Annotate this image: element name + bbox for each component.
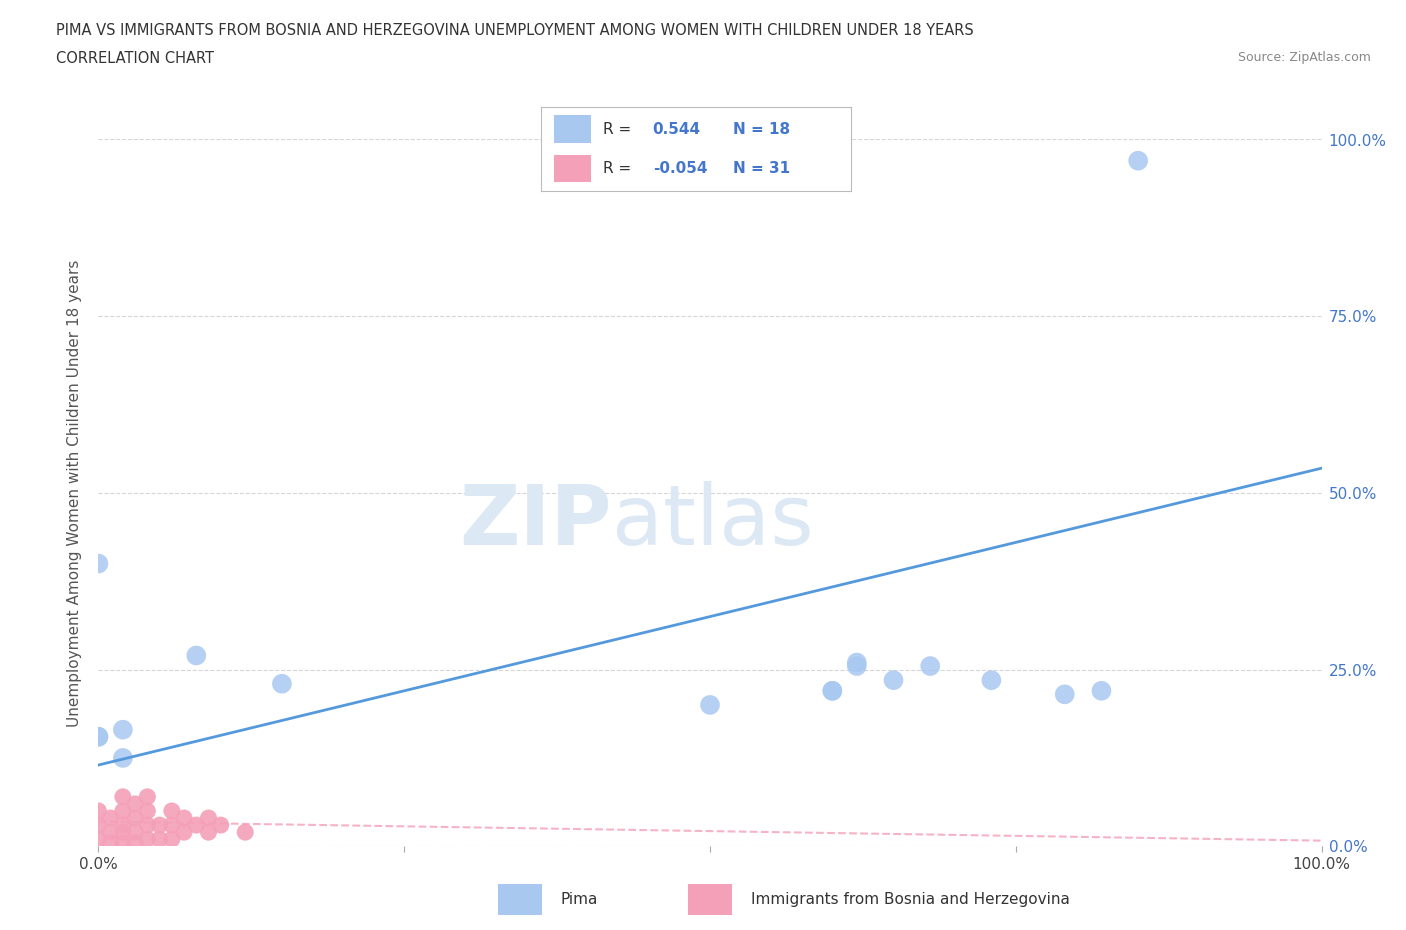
Point: [173, 825, 195, 840]
Point: [149, 831, 172, 846]
Point: [821, 684, 844, 698]
Point: [1090, 684, 1112, 698]
Point: [100, 825, 122, 840]
Text: CORRELATION CHART: CORRELATION CHART: [56, 51, 214, 66]
Point: [87, 817, 110, 832]
Point: [845, 658, 868, 673]
Point: [233, 825, 256, 840]
Point: [209, 817, 232, 832]
Point: [111, 804, 134, 818]
Point: [980, 672, 1002, 687]
Bar: [554, 154, 591, 182]
Point: [87, 804, 110, 818]
Point: [136, 817, 159, 832]
Y-axis label: Unemployment Among Women with Children Under 18 years: Unemployment Among Women with Children U…: [67, 259, 83, 726]
Text: R =: R =: [603, 122, 631, 137]
Point: [197, 811, 219, 826]
Text: 0.544: 0.544: [652, 122, 700, 137]
Point: [87, 729, 110, 744]
Point: [124, 835, 146, 850]
Point: [100, 835, 122, 850]
Point: [136, 790, 159, 804]
Text: PIMA VS IMMIGRANTS FROM BOSNIA AND HERZEGOVINA UNEMPLOYMENT AMONG WOMEN WITH CHI: PIMA VS IMMIGRANTS FROM BOSNIA AND HERZE…: [56, 23, 974, 38]
Point: [111, 790, 134, 804]
Point: [136, 804, 159, 818]
Text: Source: ZipAtlas.com: Source: ZipAtlas.com: [1237, 51, 1371, 64]
Point: [87, 556, 110, 571]
Text: Pima: Pima: [561, 892, 599, 908]
Point: [1128, 153, 1150, 168]
Text: -0.054: -0.054: [652, 161, 707, 176]
Point: [186, 817, 208, 832]
Point: [270, 676, 294, 691]
Point: [845, 655, 868, 670]
Bar: [554, 115, 591, 143]
Point: [173, 811, 195, 826]
Point: [149, 817, 172, 832]
Text: N = 31: N = 31: [733, 161, 790, 176]
Point: [821, 684, 844, 698]
Point: [186, 648, 208, 663]
Point: [136, 831, 159, 846]
Point: [699, 698, 721, 712]
Point: [87, 831, 110, 846]
Point: [100, 811, 122, 826]
Point: [111, 817, 134, 832]
Point: [1053, 687, 1076, 702]
Point: [920, 658, 942, 673]
Point: [160, 831, 183, 846]
Point: [111, 723, 134, 737]
Point: [160, 817, 183, 832]
Point: [111, 825, 134, 840]
Point: [87, 729, 110, 744]
Point: [111, 751, 134, 765]
Text: ZIP: ZIP: [460, 481, 612, 562]
Point: [197, 825, 219, 840]
Point: [124, 811, 146, 826]
Point: [111, 835, 134, 850]
Bar: [688, 884, 733, 915]
Text: N = 18: N = 18: [733, 122, 790, 137]
Text: R =: R =: [603, 161, 631, 176]
Point: [160, 804, 183, 818]
Bar: [498, 884, 543, 915]
Point: [124, 825, 146, 840]
Point: [883, 672, 905, 687]
Text: Immigrants from Bosnia and Herzegovina: Immigrants from Bosnia and Herzegovina: [751, 892, 1070, 908]
Text: atlas: atlas: [612, 481, 814, 562]
Point: [124, 796, 146, 811]
